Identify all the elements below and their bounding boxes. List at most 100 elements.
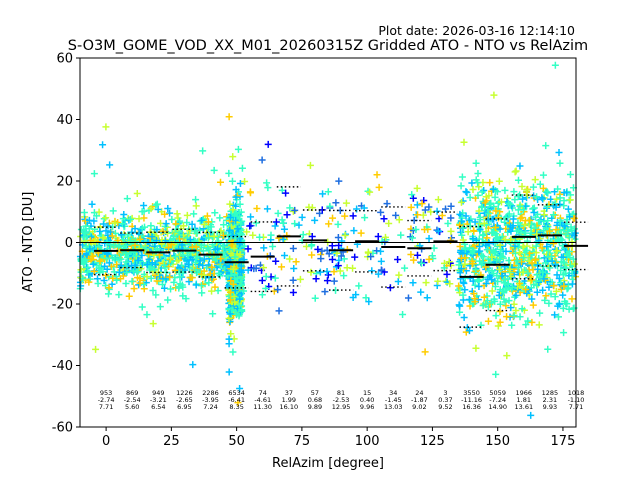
data-point: [492, 312, 500, 320]
data-point: [523, 289, 531, 297]
data-point: [492, 230, 500, 238]
bin-std-label-10: 9.96: [360, 403, 374, 411]
data-point: [283, 211, 291, 219]
data-point: [122, 280, 130, 288]
data-point: [532, 255, 540, 263]
data-point: [528, 318, 536, 326]
data-point: [495, 291, 503, 299]
data-point: [475, 207, 483, 215]
data-point: [547, 290, 555, 298]
data-point: [472, 159, 480, 167]
data-point: [412, 225, 420, 233]
data-point: [95, 264, 103, 272]
data-point: [117, 231, 125, 239]
x-tick-label-7: 175: [551, 434, 576, 449]
data-point: [140, 214, 148, 222]
data-point: [556, 194, 564, 202]
data-point: [183, 219, 191, 227]
data-point: [204, 244, 212, 252]
data-point: [550, 239, 558, 247]
data-point: [170, 233, 178, 241]
data-point: [523, 246, 531, 254]
data-point: [138, 251, 146, 259]
data-point: [124, 231, 132, 239]
data-point: [515, 239, 523, 247]
data-point: [272, 257, 280, 265]
data-point: [377, 266, 385, 274]
data-point: [474, 191, 482, 199]
data-point: [484, 216, 492, 224]
data-point: [115, 291, 123, 299]
data-point: [216, 214, 224, 222]
data-point: [442, 277, 450, 285]
data-point: [229, 348, 237, 356]
data-point: [176, 217, 184, 225]
data-point: [472, 266, 480, 274]
data-point: [207, 223, 215, 231]
data-point: [555, 148, 563, 156]
data-point: [440, 264, 448, 272]
data-point: [341, 231, 349, 239]
data-point: [118, 220, 126, 228]
data-point: [278, 216, 286, 224]
data-point: [519, 206, 527, 214]
data-point: [461, 240, 469, 248]
data-point: [509, 215, 517, 223]
data-point: [407, 251, 415, 259]
data-point: [456, 269, 464, 277]
data-point: [227, 250, 235, 258]
data-point: [100, 277, 108, 285]
data-point: [549, 211, 557, 219]
data-point: [306, 161, 314, 169]
data-point: [485, 209, 493, 217]
bin-n-label-8: 57: [311, 389, 319, 397]
bin-n-label-3: 1226: [176, 389, 193, 397]
bin-mean-label-5: -6.41: [228, 396, 245, 404]
data-point: [131, 225, 139, 233]
data-point: [143, 273, 151, 281]
data-point: [199, 147, 207, 155]
data-point: [85, 216, 93, 224]
data-point: [445, 258, 453, 266]
data-point: [88, 200, 96, 208]
data-point: [496, 225, 504, 233]
data-point: [423, 294, 431, 302]
data-point: [414, 251, 422, 259]
data-point: [185, 278, 193, 286]
data-point: [179, 283, 187, 291]
data-point: [198, 289, 206, 297]
data-point: [93, 212, 101, 220]
data-point: [238, 307, 246, 315]
data-point: [272, 218, 280, 226]
data-point: [425, 255, 433, 263]
data-point: [504, 280, 512, 288]
data-point: [337, 252, 345, 260]
data-point: [434, 277, 442, 285]
data-point: [264, 140, 272, 148]
data-point: [461, 245, 469, 253]
data-point: [338, 237, 346, 245]
data-point: [409, 194, 417, 202]
data-point: [401, 264, 409, 272]
data-point: [508, 321, 516, 329]
data-point: [140, 280, 148, 288]
data-point: [130, 285, 138, 293]
data-point: [556, 159, 564, 167]
data-point: [495, 177, 503, 185]
data-point: [487, 299, 495, 307]
data-point: [281, 252, 289, 260]
data-point: [444, 220, 452, 228]
data-point: [377, 208, 385, 216]
data-point: [152, 291, 160, 299]
data-point: [554, 185, 562, 193]
data-point: [500, 295, 508, 303]
bin-mean-label-9: -2.53: [333, 396, 350, 404]
data-point: [460, 314, 468, 322]
data-point: [153, 200, 161, 208]
data-point: [504, 199, 512, 207]
data-point: [428, 252, 436, 260]
data-point: [546, 227, 554, 235]
data-point: [171, 266, 179, 274]
data-point: [395, 216, 403, 224]
data-point: [135, 215, 143, 223]
